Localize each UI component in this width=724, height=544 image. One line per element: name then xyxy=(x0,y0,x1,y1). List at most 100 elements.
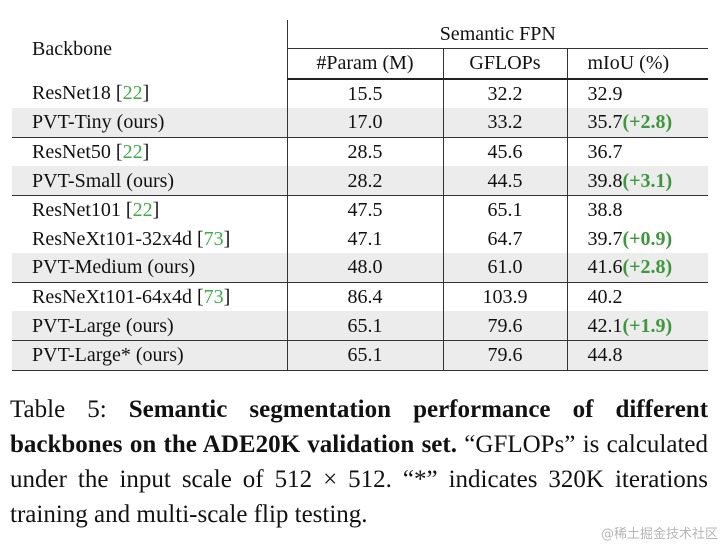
backbone-cell: PVT-Small (ours) xyxy=(12,166,288,196)
citation: [22] xyxy=(115,82,150,105)
miou-gain: (+2.8) xyxy=(622,256,673,279)
miou-cell: 35.7(+2.8) xyxy=(567,108,708,138)
table-row: PVT-Medium (ours) 48.0 61.0 41.6(+2.8) xyxy=(12,253,708,283)
gflops-cell: 64.7 xyxy=(443,224,568,254)
caption-bold: Semantic segmentation performance of dif… xyxy=(10,396,709,458)
backbone-name: PVT-Large (ours) xyxy=(32,314,174,337)
gflops-cell: 44.5 xyxy=(443,166,568,196)
miou-value: 44.8 xyxy=(587,344,623,367)
miou-cell: 41.6(+2.8) xyxy=(567,253,708,283)
column-header: #Param (M) xyxy=(287,47,444,80)
backbone-cell: PVT-Large* (ours) xyxy=(12,340,288,371)
miou-value: 39.7 xyxy=(587,227,623,250)
miou-value: 40.2 xyxy=(587,286,623,309)
backbone-cell: ResNet50 [22] xyxy=(12,137,288,167)
miou-gain: (+0.9) xyxy=(622,227,673,250)
backbone-name: ResNeXt101-64x4d xyxy=(32,286,192,309)
backbone-cell: PVT-Medium (ours) xyxy=(12,253,288,283)
backbone-name: PVT-Large* (ours) xyxy=(32,344,184,367)
citation: [73] xyxy=(196,227,231,250)
backbone-cell: ResNeXt101-64x4d [73] xyxy=(12,282,288,312)
param-cell: 28.5 xyxy=(287,137,444,167)
miou-gain: (+2.8) xyxy=(622,111,673,134)
backbone-name: ResNet50 xyxy=(32,141,111,164)
backbone-cell: ResNet18 [22] xyxy=(12,78,288,109)
table-row: ResNet50 [22] 28.5 45.6 36.7 xyxy=(12,137,708,167)
miou-value: 35.7 xyxy=(587,111,623,134)
gflops-cell: 32.2 xyxy=(443,78,568,109)
param-cell: 86.4 xyxy=(287,282,444,312)
param-cell: 65.1 xyxy=(287,340,444,371)
citation: [22] xyxy=(125,199,160,222)
miou-value: 41.6 xyxy=(587,256,623,279)
param-cell: 65.1 xyxy=(287,311,444,341)
table-row: PVT-Large (ours) 65.1 79.6 42.1(+1.9) xyxy=(12,311,708,341)
backbone-name: ResNet18 xyxy=(32,82,111,105)
table-row: ResNet18 [22] 15.5 32.2 32.9 xyxy=(12,78,708,109)
miou-cell: 38.8 xyxy=(567,195,708,224)
table-body: Backbone Semantic FPN #Param (M) GFLOPs … xyxy=(12,20,708,371)
gflops-cell: 61.0 xyxy=(443,253,568,283)
miou-cell: 40.2 xyxy=(567,282,708,311)
backbone-cell: PVT-Tiny (ours) xyxy=(12,108,288,138)
miou-cell: 42.1(+1.9) xyxy=(567,311,708,341)
backbone-cell: ResNet101 [22] xyxy=(12,195,288,225)
param-cell: 48.0 xyxy=(287,253,444,283)
gflops-cell: 65.1 xyxy=(443,195,568,225)
miou-cell: 44.8 xyxy=(567,340,708,371)
backbone-name: PVT-Tiny (ours) xyxy=(32,111,165,134)
table-row: PVT-Tiny (ours) 17.0 33.2 35.7(+2.8) xyxy=(12,108,708,138)
caption-label: Table 5: xyxy=(10,396,107,423)
miou-cell: 39.8(+3.1) xyxy=(567,166,708,196)
column-header: mIoU (%) xyxy=(567,47,708,80)
gflops-cell: 45.6 xyxy=(443,137,568,167)
param-cell: 15.5 xyxy=(287,78,444,109)
miou-gain: (+1.9) xyxy=(622,314,673,337)
table-row: PVT-Large* (ours) 65.1 79.6 44.8 xyxy=(12,340,708,371)
backbone-name: ResNeXt101-32x4d xyxy=(32,227,192,250)
gflops-cell: 33.2 xyxy=(443,108,568,138)
watermark: @稀土掘金技术社区 xyxy=(600,527,718,542)
backbone-name: ResNet101 xyxy=(32,199,121,222)
citation-number: 73 xyxy=(203,227,224,250)
miou-value: 39.8 xyxy=(587,169,623,192)
miou-gain: (+3.1) xyxy=(622,169,673,192)
table-row: ResNeXt101-64x4d [73] 86.4 103.9 40.2 xyxy=(12,282,708,312)
citation: [73] xyxy=(196,286,231,309)
group-header: Semantic FPN xyxy=(439,23,556,45)
table-row: ResNet101 [22] 47.5 65.1 38.8 xyxy=(12,195,708,225)
table-row: ResNeXt101-32x4d [73] 47.1 64.7 39.7(+0.9) xyxy=(12,224,708,254)
gflops-cell: 103.9 xyxy=(443,282,568,312)
column-header: GFLOPs xyxy=(443,47,568,80)
backbone-cell: PVT-Large (ours) xyxy=(12,311,288,341)
miou-value: 38.8 xyxy=(587,199,623,222)
citation-number: 22 xyxy=(122,82,143,105)
miou-value: 32.9 xyxy=(587,82,623,105)
caption: Table 5: Semantic segmentation performan… xyxy=(10,392,708,532)
miou-value: 36.7 xyxy=(587,141,623,164)
backbone-name: PVT-Medium (ours) xyxy=(32,256,196,279)
gflops-cell: 79.6 xyxy=(443,311,568,341)
param-cell: 28.2 xyxy=(287,166,444,196)
subheader-row: #Param (M) GFLOPs mIoU (%) xyxy=(12,47,708,80)
backbone-name: PVT-Small (ours) xyxy=(32,169,175,192)
citation-number: 22 xyxy=(132,199,153,222)
citation-number: 73 xyxy=(203,286,224,309)
citation: [22] xyxy=(115,141,150,164)
gflops-cell: 79.6 xyxy=(443,340,568,371)
backbone-header: Backbone xyxy=(12,20,288,79)
backbone-cell: ResNeXt101-32x4d [73] xyxy=(12,224,288,254)
param-cell: 17.0 xyxy=(287,108,444,138)
header-row: Backbone Semantic FPN xyxy=(12,20,708,79)
citation-number: 22 xyxy=(122,141,143,164)
results-table: Backbone Semantic FPN #Param (M) GFLOPs … xyxy=(12,20,708,371)
miou-cell: 32.9 xyxy=(567,79,708,109)
miou-cell: 39.7(+0.9) xyxy=(567,225,708,254)
param-cell: 47.5 xyxy=(287,195,444,225)
caption-text: “GFLOPs” is calculated under the input s… xyxy=(10,431,708,528)
miou-cell: 36.7 xyxy=(567,137,708,166)
table-row: PVT-Small (ours) 28.2 44.5 39.8(+3.1) xyxy=(12,166,708,196)
param-cell: 47.1 xyxy=(287,224,444,254)
miou-value: 42.1 xyxy=(587,314,623,337)
